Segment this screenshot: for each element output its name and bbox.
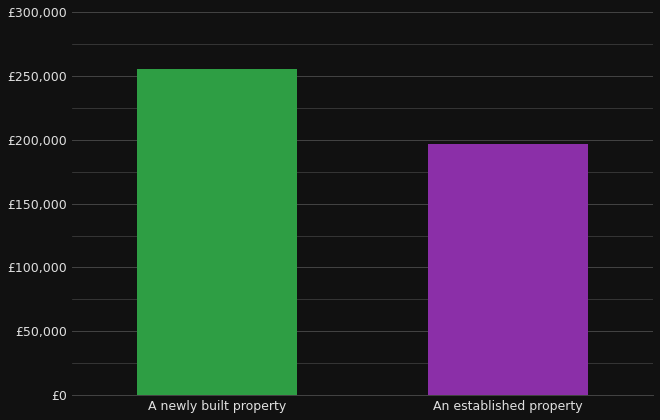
Bar bbox=[428, 144, 587, 395]
Bar bbox=[137, 69, 297, 395]
